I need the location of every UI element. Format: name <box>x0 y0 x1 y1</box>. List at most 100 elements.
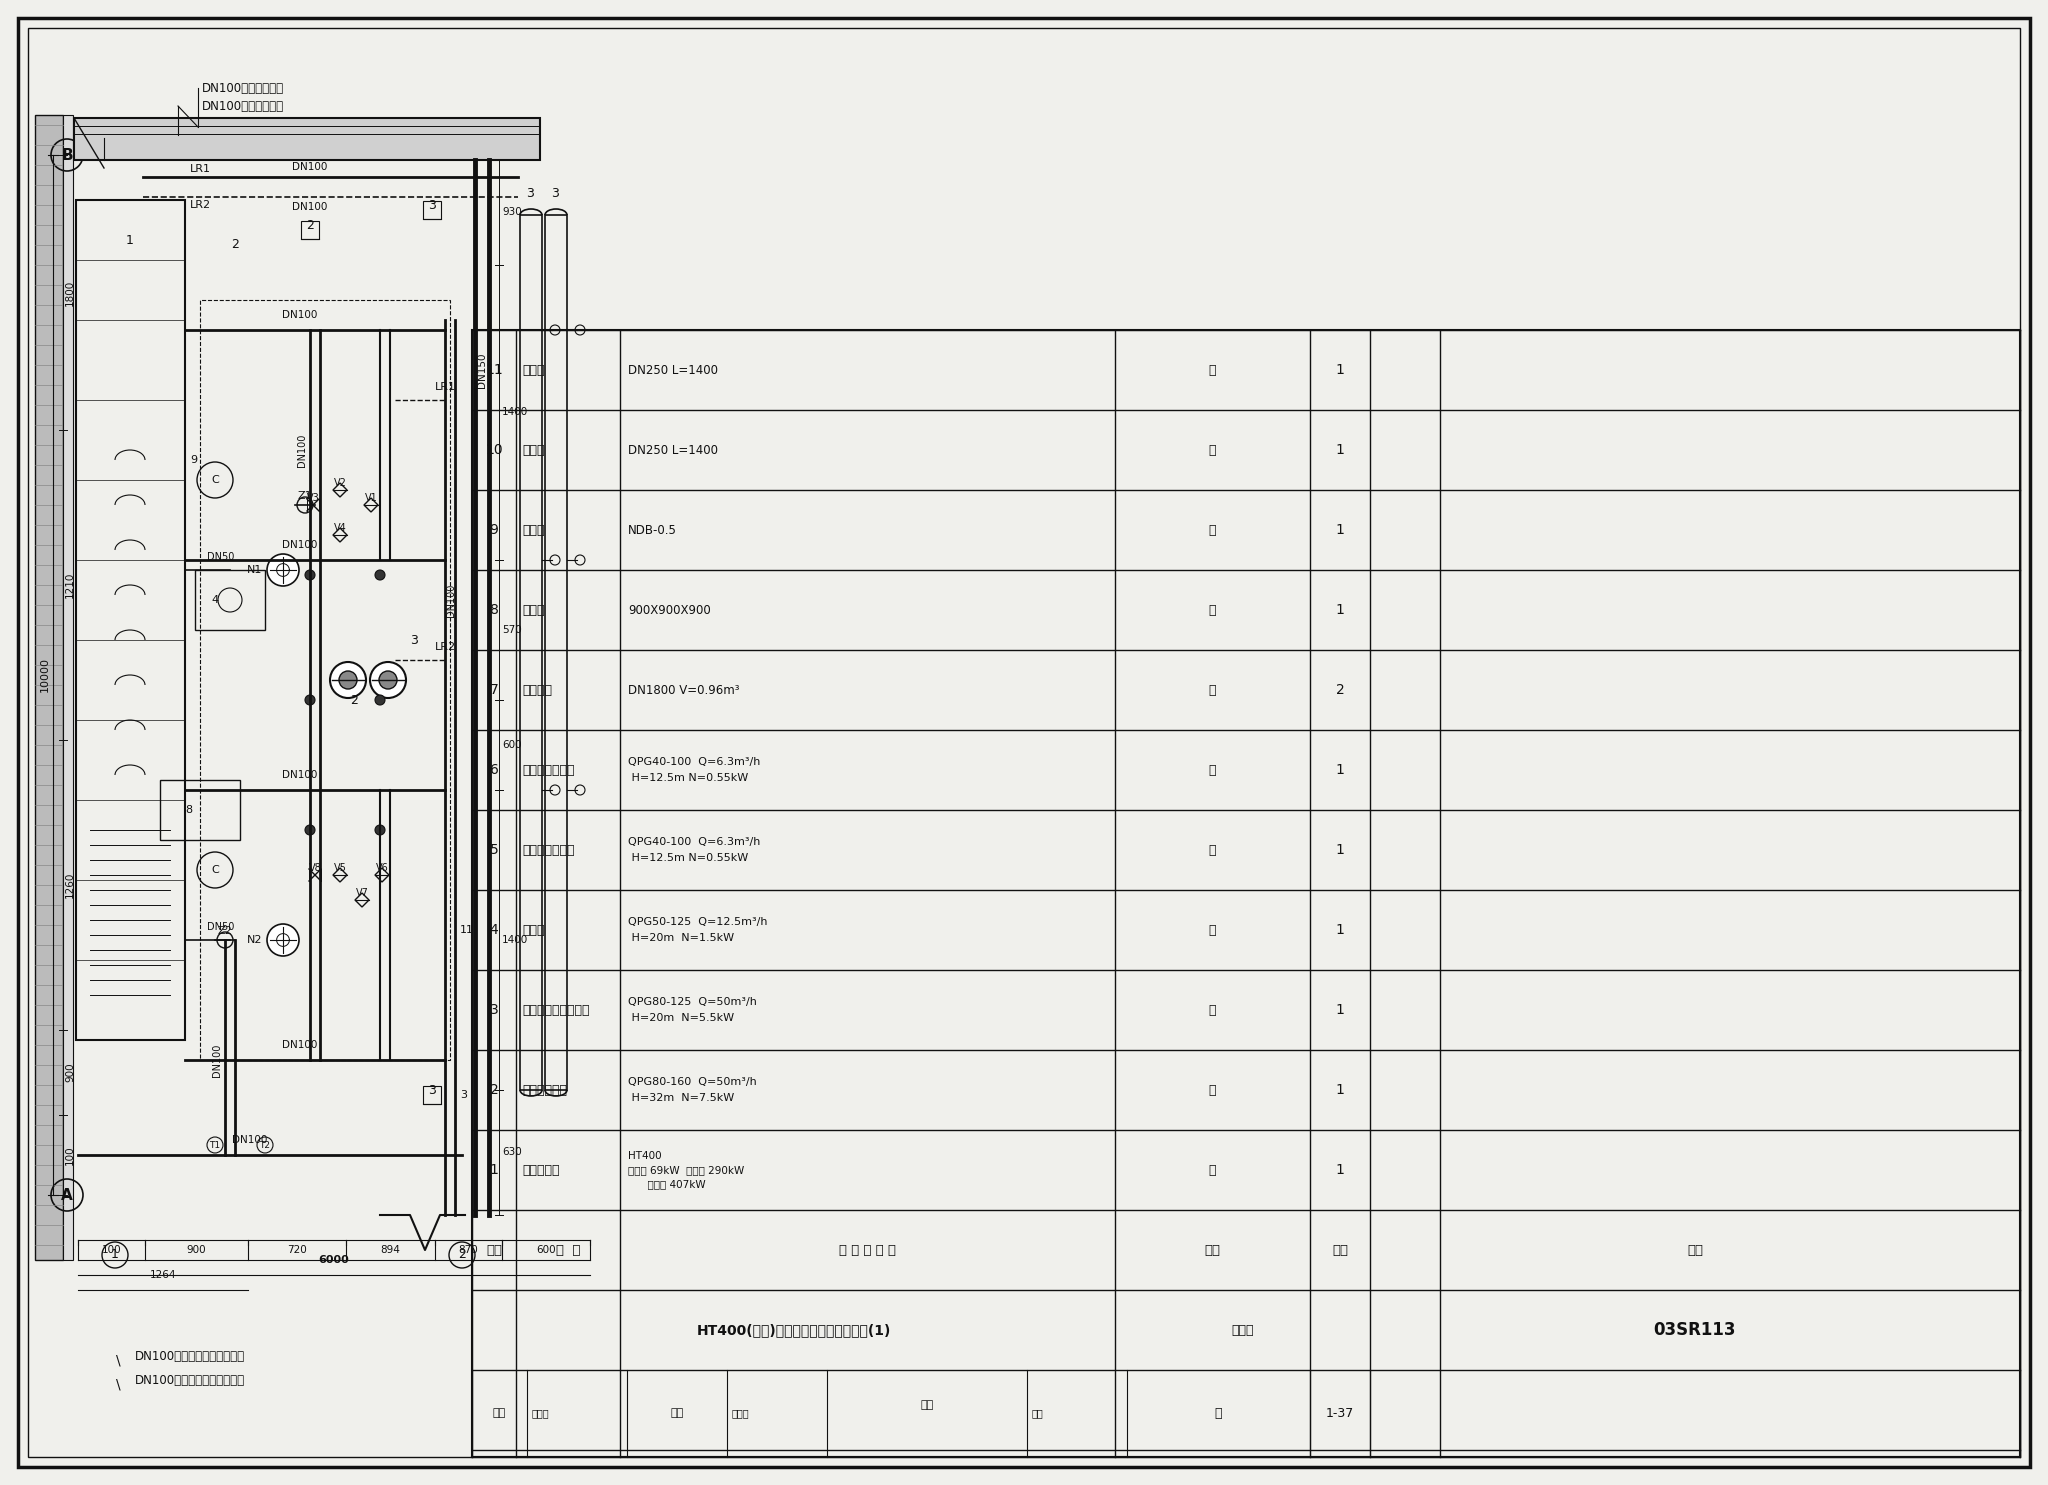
Text: V3: V3 <box>307 493 319 503</box>
Text: DN100: DN100 <box>213 1044 221 1077</box>
Text: C: C <box>211 864 219 875</box>
Text: 电功率 69kW  制热量 290kW: 电功率 69kW 制热量 290kW <box>629 1166 743 1175</box>
Text: 630: 630 <box>502 1146 522 1157</box>
Bar <box>63 114 74 1259</box>
Text: 台: 台 <box>1208 683 1217 696</box>
Text: QPG80-160  Q=50m³/h: QPG80-160 Q=50m³/h <box>629 1077 758 1087</box>
Text: 2: 2 <box>350 693 358 707</box>
Text: DN100接末端供回管: DN100接末端供回管 <box>203 99 285 113</box>
Text: A: A <box>61 1188 74 1203</box>
Text: 集水器: 集水器 <box>522 364 545 377</box>
Text: 900: 900 <box>66 1063 76 1083</box>
Text: DN1800 V=0.96m³: DN1800 V=0.96m³ <box>629 683 739 696</box>
Text: 台: 台 <box>1208 924 1217 937</box>
Text: 补水泵: 补水泵 <box>522 924 545 937</box>
Text: 台: 台 <box>1208 763 1217 777</box>
Circle shape <box>305 826 315 835</box>
Text: H=12.5m N=0.55kW: H=12.5m N=0.55kW <box>629 774 748 783</box>
Text: B: B <box>61 147 74 162</box>
Text: QPG50-125  Q=12.5m³/h: QPG50-125 Q=12.5m³/h <box>629 918 768 927</box>
Circle shape <box>305 570 315 581</box>
Text: DN100: DN100 <box>283 1040 317 1050</box>
Text: 1210: 1210 <box>66 572 76 598</box>
Text: DN50: DN50 <box>207 552 233 561</box>
Text: 3: 3 <box>428 1084 436 1097</box>
Text: LR1: LR1 <box>190 163 211 174</box>
Text: 1: 1 <box>1335 443 1343 457</box>
Text: 生活热水加热泵: 生活热水加热泵 <box>522 763 575 777</box>
Text: 校对: 校对 <box>670 1408 684 1418</box>
Text: 1: 1 <box>127 233 133 247</box>
Circle shape <box>340 671 356 689</box>
Text: 8: 8 <box>489 603 498 616</box>
Text: QPG40-100  Q=6.3m³/h: QPG40-100 Q=6.3m³/h <box>629 838 760 846</box>
Text: 1-37: 1-37 <box>1325 1406 1354 1420</box>
Text: 600: 600 <box>537 1244 555 1255</box>
Text: 1: 1 <box>1335 1083 1343 1097</box>
Text: 1: 1 <box>1335 603 1343 616</box>
Text: QPG80-125  Q=50m³/h: QPG80-125 Q=50m³/h <box>629 996 758 1007</box>
Text: DN250 L=1400: DN250 L=1400 <box>629 364 719 377</box>
Text: 单位: 单位 <box>1204 1243 1221 1256</box>
Text: DN100接能量提升系统供水管: DN100接能量提升系统供水管 <box>135 1374 246 1387</box>
Circle shape <box>266 924 299 956</box>
Text: 台: 台 <box>1208 1164 1217 1176</box>
Text: 1: 1 <box>489 1163 498 1178</box>
Bar <box>74 117 541 160</box>
Text: 数量: 数量 <box>1331 1243 1348 1256</box>
Text: 台: 台 <box>1208 1084 1217 1096</box>
Text: 1: 1 <box>1335 362 1343 377</box>
Text: 1: 1 <box>111 1249 119 1261</box>
Circle shape <box>375 695 385 705</box>
Text: 生活热水加压泵: 生活热水加压泵 <box>522 843 575 857</box>
Text: 870: 870 <box>459 1244 479 1255</box>
Text: H=20m  N=5.5kW: H=20m N=5.5kW <box>629 1013 733 1023</box>
Text: 末端水循环泵: 末端水循环泵 <box>522 1084 567 1096</box>
Bar <box>424 200 440 218</box>
Text: 9: 9 <box>190 454 197 465</box>
Text: 台: 台 <box>1208 524 1217 536</box>
Text: 1: 1 <box>1335 523 1343 538</box>
Bar <box>160 780 240 841</box>
Circle shape <box>266 554 299 587</box>
Text: 能量提升器: 能量提升器 <box>522 1164 559 1176</box>
Circle shape <box>371 662 406 698</box>
Text: V7: V7 <box>356 888 369 898</box>
Text: 2: 2 <box>489 1083 498 1097</box>
Text: 能量提升系统循环泵: 能量提升系统循环泵 <box>522 1004 590 1017</box>
Text: 广泉岳: 广泉岳 <box>532 1408 549 1418</box>
Bar <box>471 330 2019 1457</box>
Text: 3: 3 <box>489 1002 498 1017</box>
Circle shape <box>375 570 385 581</box>
Text: 备注: 备注 <box>1688 1243 1704 1256</box>
Bar <box>424 1086 440 1103</box>
Text: NDB-0.5: NDB-0.5 <box>629 524 678 536</box>
Text: 03SR113: 03SR113 <box>1653 1322 1737 1339</box>
Bar <box>520 215 543 1090</box>
Text: 720: 720 <box>287 1244 307 1255</box>
Text: QPG40-100  Q=6.3m³/h: QPG40-100 Q=6.3m³/h <box>629 757 760 766</box>
Text: DN100: DN100 <box>231 1135 268 1145</box>
Text: 台: 台 <box>1208 1004 1217 1017</box>
Text: 4: 4 <box>211 595 219 604</box>
Text: 1264: 1264 <box>150 1270 176 1280</box>
Bar <box>301 221 319 239</box>
Text: 6: 6 <box>489 763 498 777</box>
Text: 型 号 及 规 格: 型 号 及 规 格 <box>840 1243 897 1256</box>
Text: 10: 10 <box>485 443 504 457</box>
Text: 10000: 10000 <box>41 658 49 692</box>
Text: 2: 2 <box>459 1249 467 1261</box>
Text: V8: V8 <box>309 863 322 873</box>
Text: 设计: 设计 <box>920 1400 934 1411</box>
Text: H=12.5m N=0.55kW: H=12.5m N=0.55kW <box>629 852 748 863</box>
Text: 3: 3 <box>428 199 436 212</box>
Text: 11: 11 <box>485 362 504 377</box>
Text: 9: 9 <box>489 523 498 538</box>
Text: 名  称: 名 称 <box>555 1243 580 1256</box>
Text: 3: 3 <box>551 187 559 200</box>
Text: C: C <box>211 475 219 486</box>
Text: 页: 页 <box>1214 1406 1223 1420</box>
Text: DN150: DN150 <box>477 352 487 388</box>
Text: T2: T2 <box>260 1140 270 1149</box>
Text: DN100: DN100 <box>293 202 328 212</box>
